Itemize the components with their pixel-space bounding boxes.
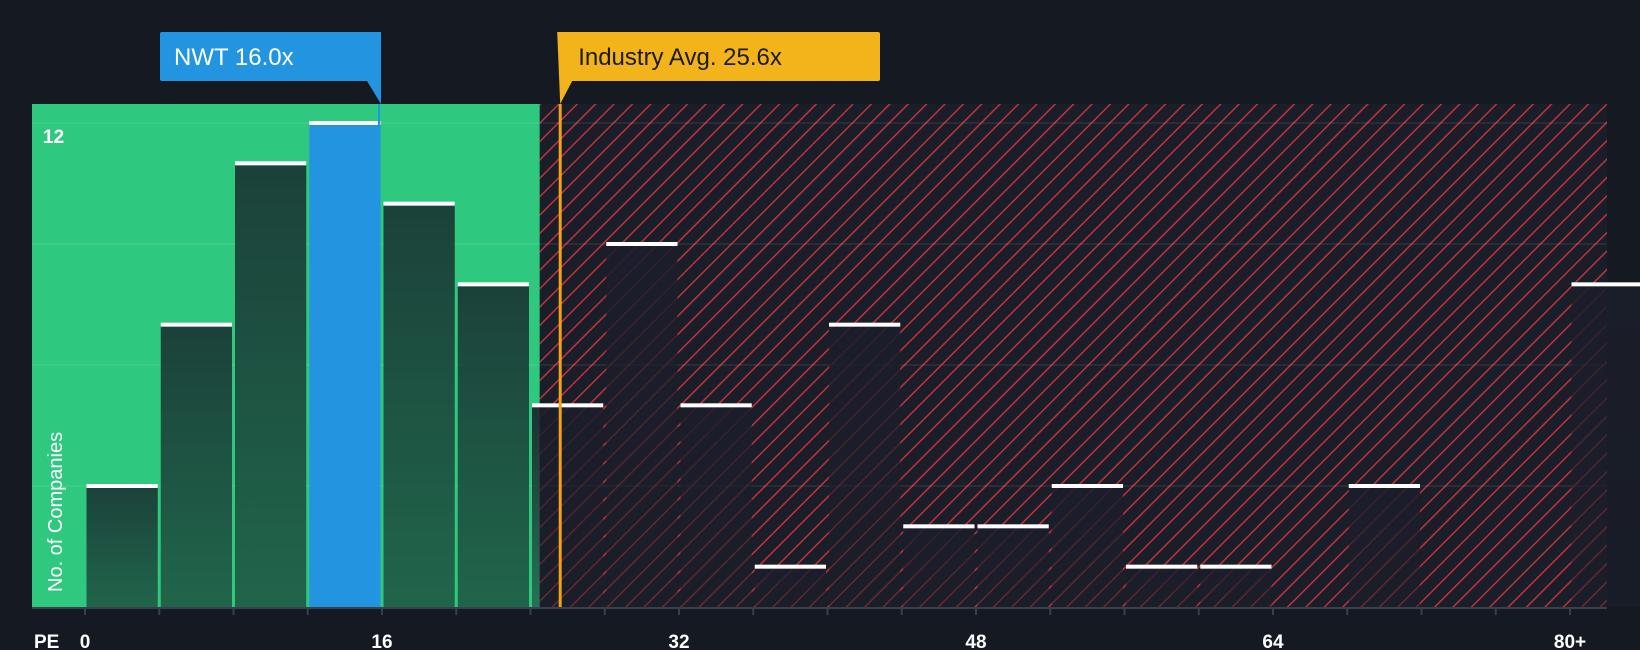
- y-axis: 12 No. of Companies: [43, 127, 67, 592]
- histogram-bar: [383, 203, 455, 607]
- y-axis-label: No. of Companies: [45, 432, 67, 592]
- bar-cap: [606, 242, 678, 246]
- histogram-bar: [903, 526, 975, 607]
- bar-cap: [1571, 282, 1640, 287]
- bar-cap: [977, 524, 1049, 529]
- bar-cap: [457, 282, 529, 287]
- x-tick-label: 80+: [1554, 632, 1586, 650]
- x-axis: PE 0 16 32 48 64 80+: [32, 607, 1607, 650]
- histogram-bar: [160, 324, 232, 607]
- industry-callout-box: [557, 32, 880, 104]
- bar-cap: [829, 322, 901, 327]
- bar-cap: [754, 564, 826, 569]
- histogram-bar: [86, 486, 158, 607]
- histogram-bar: [1126, 566, 1198, 607]
- histogram-bar: [829, 324, 901, 607]
- bar-cap: [309, 121, 381, 125]
- bar-cap: [1126, 564, 1198, 569]
- company-callout-label: NWT 16.0x: [174, 44, 294, 71]
- x-tick-label: 32: [668, 632, 689, 650]
- histogram-bar: [680, 405, 752, 607]
- bar-cap: [532, 403, 604, 408]
- bar-cap: [1051, 484, 1123, 488]
- histogram-bar: [754, 566, 826, 607]
- histogram-bar: [606, 244, 678, 607]
- bar-cap: [86, 484, 158, 488]
- bar-cap: [383, 201, 455, 206]
- histogram-bar: [1051, 486, 1123, 607]
- x-axis-label: PE: [34, 632, 59, 650]
- industry-callout-label: Industry Avg. 25.6x: [578, 44, 782, 71]
- histogram-bars: [86, 121, 1640, 608]
- histogram-bar: [309, 123, 381, 607]
- company-callout-box: [160, 32, 381, 104]
- bar-cap: [160, 322, 232, 327]
- bar-cap: [1200, 564, 1272, 569]
- histogram-bar: [1348, 486, 1420, 607]
- bar-cap: [1348, 484, 1420, 488]
- callouts: NWT 16.0x Industry Avg. 25.6x: [160, 32, 880, 607]
- histogram-bar: [1571, 284, 1640, 607]
- x-tick-label: 16: [371, 632, 392, 650]
- x-tick-label: 48: [965, 632, 986, 650]
- histogram-bar: [977, 526, 1049, 607]
- bar-cap: [235, 161, 307, 166]
- histogram-bar: [1200, 566, 1272, 607]
- histogram-bar: [532, 405, 604, 607]
- y-tick-label: 12: [43, 127, 64, 148]
- bar-cap: [680, 403, 752, 408]
- x-tick-label: 64: [1262, 632, 1284, 650]
- x-tick-label: 0: [80, 632, 91, 650]
- bar-cap: [903, 524, 975, 529]
- histogram-bar: [457, 284, 529, 607]
- histogram-bar: [235, 163, 307, 608]
